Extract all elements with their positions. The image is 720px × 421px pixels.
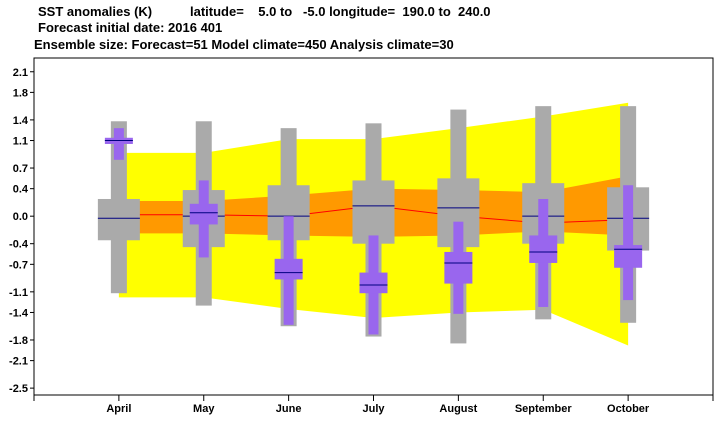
x-tick-label: August: [439, 403, 477, 415]
y-tick-label: -2.5: [9, 383, 28, 395]
y-tick-label: 1.1: [13, 136, 28, 148]
forecast-initial-date: Forecast initial date: 2016 401: [38, 20, 222, 35]
x-tick-label: October: [607, 403, 650, 415]
chart-coordinates: latitude= 5.0 to -5.0 longitude= 190.0 t…: [190, 4, 491, 19]
y-tick-label: 1.4: [13, 115, 29, 127]
box-plots: [97, 106, 650, 344]
x-tick-label: September: [515, 403, 573, 415]
y-tick-label: -0.7: [9, 259, 28, 271]
forecast-may-box: [189, 203, 218, 225]
y-tick-label: 0.0: [13, 211, 28, 223]
y-tick-label: 0.4: [13, 184, 29, 196]
x-tick-label: July: [362, 403, 385, 415]
forecast-september-box: [529, 235, 558, 263]
ensemble-size: Ensemble size: Forecast=51 Model climate…: [34, 37, 454, 52]
forecast-april-whisker: [113, 128, 124, 160]
analysis-climate-july-box: [352, 180, 395, 244]
y-tick-label: -1.8: [9, 335, 28, 347]
chart-title: SST anomalies (K): [38, 4, 152, 19]
x-tick-label: May: [193, 403, 215, 415]
y-tick-label: -2.1: [9, 356, 28, 368]
x-tick-label: April: [106, 403, 131, 415]
y-tick-label: -1.4: [9, 307, 29, 319]
y-tick-label: -0.4: [9, 239, 29, 251]
y-tick-label: 0.7: [13, 163, 28, 175]
forecast-october-whisker: [623, 185, 634, 301]
forecast-july-box: [359, 272, 388, 294]
y-tick-label: 1.8: [13, 87, 28, 99]
forecast-october-box: [614, 245, 643, 268]
analysis-climate-april-box: [97, 198, 140, 241]
forecast-june-box: [274, 258, 303, 280]
y-tick-label: -1.1: [9, 287, 28, 299]
forecast-august-box: [444, 251, 473, 284]
axes: 2.1 1.8 1.4 1.1 0.7 0.4 0.0 -0.4 -0.7 -1.1 -1.4 -1.…: [9, 57, 714, 415]
y-tick-label: 2.1: [13, 67, 28, 79]
x-tick-label: June: [276, 403, 302, 415]
